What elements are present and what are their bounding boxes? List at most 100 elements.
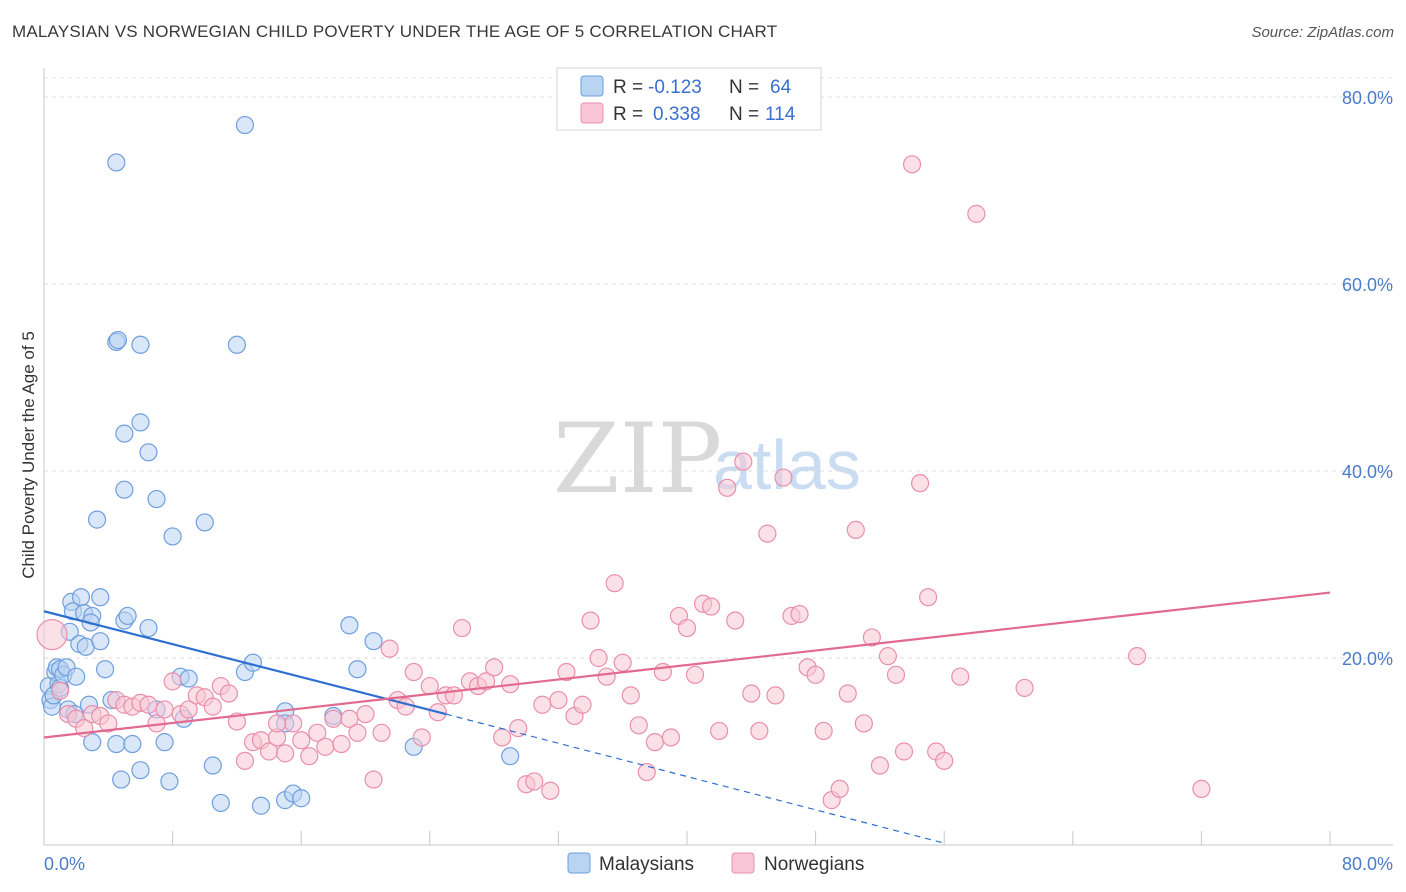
bottom-legend-label-malaysians: Malaysians [599, 854, 694, 875]
malaysian-point [83, 733, 102, 752]
norwegian-point [894, 742, 914, 761]
norwegian-point [758, 524, 777, 543]
legend-r-value-norwegians: 0.338 [653, 104, 701, 125]
norwegian-point [967, 204, 986, 223]
norwegian-point [139, 695, 158, 714]
norwegian-point [605, 574, 624, 593]
norwegian-point [878, 647, 898, 666]
norwegian-point [476, 672, 496, 691]
trend-lines [43, 591, 1331, 844]
norwegian-point [806, 665, 825, 684]
malaysian-point [348, 660, 367, 679]
norwegian-point [533, 695, 552, 714]
legend-r-label-norwegians: R = [613, 104, 643, 125]
norwegian-point [951, 667, 970, 686]
norwegian-point [862, 628, 881, 647]
norwegian-point [1015, 678, 1034, 698]
malaysian-point [501, 747, 520, 766]
malaysian-point [115, 424, 134, 443]
malaysian-trend-extension [445, 713, 945, 844]
legend-n-value-norwegians: 114 [765, 104, 796, 125]
norwegian-point [267, 714, 287, 733]
malaysian-point [131, 335, 150, 354]
norwegian-point [316, 737, 335, 756]
stats-legend: R = -0.123 N = 64 R = 0.338 N = 114 [556, 67, 822, 131]
chart-title: MALAYSIAN VS NORWEGIAN CHILD POVERTY UND… [12, 22, 778, 41]
malaysian-point [195, 513, 214, 532]
norwegian-point [790, 604, 809, 624]
norwegian-point [838, 684, 857, 703]
bottom-legend-swatch-malaysians [567, 852, 591, 874]
norwegian-point [846, 520, 865, 540]
malaysian-point [91, 588, 110, 607]
malaysian-point [107, 734, 126, 754]
norwegian-point [219, 684, 238, 703]
norwegian-point [485, 658, 504, 677]
norwegian-point [380, 639, 399, 658]
malaysian-trend-line [43, 610, 447, 716]
norwegian-point [726, 611, 745, 630]
norwegian-point [677, 618, 697, 638]
norwegian-point [324, 709, 343, 728]
malaysian-point [203, 756, 222, 775]
malaysian-point [235, 115, 255, 135]
norwegian-point [509, 719, 528, 738]
x-tick-label-min: 0.0% [44, 854, 85, 874]
malaysian-point [107, 153, 126, 172]
malaysian-point [211, 793, 230, 813]
y-tick-label: 80.0% [1342, 88, 1393, 108]
norwegian-point [300, 747, 319, 766]
legend-swatch-malaysians [580, 75, 604, 97]
norwegian-point [99, 714, 118, 733]
norwegian-point [718, 478, 737, 497]
malaysian-point [163, 527, 182, 546]
y-tick-labels: 20.0% 40.0% 60.0% 80.0% [1342, 88, 1393, 669]
gridlines [44, 77, 1393, 659]
malaysian-point [139, 618, 158, 638]
source-label: Source: ZipAtlas.com [1251, 24, 1394, 41]
norwegian-point [935, 751, 954, 770]
malaysian-point [71, 588, 91, 607]
bottom-legend-swatch-norwegians [731, 852, 755, 874]
norwegian-trend-line [43, 591, 1331, 739]
norwegian-point [364, 770, 383, 789]
bottom-legend-label-norwegians: Norwegians [764, 854, 864, 875]
malaysian-point [108, 331, 128, 350]
norwegian-point [685, 665, 705, 684]
norwegian-point [814, 721, 833, 741]
norwegian-point [573, 695, 592, 714]
norwegian-point [910, 474, 930, 493]
malaysian-point [115, 480, 134, 499]
norwegian-point [163, 672, 182, 691]
y-tick-label: 60.0% [1342, 275, 1393, 295]
norwegian-point [886, 665, 906, 684]
x-tick-label-max: 80.0% [1342, 854, 1393, 874]
malaysian-point [112, 770, 131, 789]
norwegian-point [589, 648, 608, 668]
norwegian-point [549, 690, 568, 710]
norwegian-point [541, 781, 560, 800]
legend-n-label-norwegians: N = [729, 104, 759, 125]
norwegian-point [750, 721, 769, 741]
norwegian-point [621, 686, 640, 705]
norwegian-point [292, 731, 311, 750]
malaysian-point [160, 772, 179, 791]
norwegian-point [444, 686, 464, 705]
norwegian-point [1192, 779, 1211, 799]
malaysian-point [91, 632, 110, 651]
norwegian-point [348, 723, 367, 742]
malaysians-points [39, 115, 520, 815]
norwegian-point [203, 697, 222, 716]
malaysian-point [292, 789, 311, 808]
malaysian-point [139, 443, 158, 462]
norwegian-point [420, 676, 439, 696]
malaysian-point [95, 660, 115, 679]
norwegian-point [766, 686, 785, 705]
legend-n-label-malaysians: N = [729, 77, 759, 98]
norwegian-point [902, 155, 922, 174]
norwegian-point [227, 712, 246, 731]
malaysian-point [131, 413, 150, 432]
legend-r-value-malaysians: -0.123 [648, 77, 702, 98]
legend-n-value-malaysians: 64 [770, 77, 792, 98]
